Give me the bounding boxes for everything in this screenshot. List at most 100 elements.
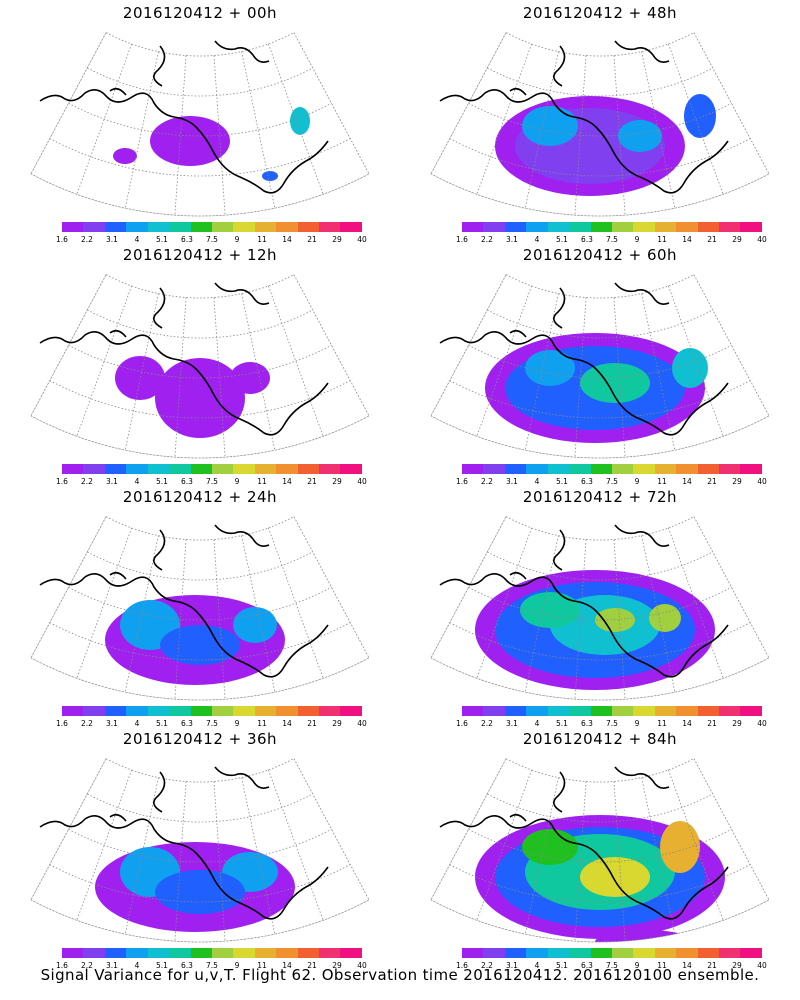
colorbar-tick-label: 1.6	[456, 477, 468, 486]
colorbar-labels: 1.6 2.2 3.1 4 5.1 6.3 7.5 9 11 14 21 29 40	[452, 961, 772, 971]
colorbar-tick-label: 3.1	[106, 719, 118, 728]
colorbar-swatch	[319, 948, 341, 958]
colorbar-swatch	[211, 948, 234, 958]
colorbar	[462, 222, 762, 232]
polar-map	[430, 758, 770, 943]
colorbar	[62, 464, 362, 474]
colorbar-labels: 1.6 2.2 3.1 4 5.1 6.3 7.5 9 11 14 21 29 40	[452, 719, 772, 729]
colorbar-swatch	[504, 948, 527, 958]
colorbar-tick-label: 9	[634, 235, 640, 244]
colorbar-swatch	[654, 464, 677, 474]
colorbar-tick-label: 9	[234, 961, 240, 970]
colorbar-labels: 1.6 2.2 3.1 4 5.1 6.3 7.5 9 11 14 21 29 40	[52, 477, 372, 487]
colorbar-swatch	[526, 706, 548, 716]
colorbar-tick-label: 21	[707, 719, 717, 728]
coastline	[439, 524, 729, 678]
variance-contour	[160, 625, 240, 665]
colorbar-swatch	[233, 948, 255, 958]
variance-contour	[684, 94, 716, 138]
colorbar-tick-label: 4	[134, 719, 140, 728]
colorbar-tick-label: 14	[282, 961, 292, 970]
colorbar-swatch	[169, 464, 191, 474]
colorbar-tick-label: 9	[634, 719, 640, 728]
colorbar-tick-label: 11	[657, 719, 667, 728]
colorbar-tick-label: 40	[357, 477, 367, 486]
colorbar-swatch	[569, 464, 591, 474]
colorbar-labels: 1.6 2.2 3.1 4 5.1 6.3 7.5 9 11 14 21 29 40	[52, 235, 372, 245]
map-panel: 2016120412 + 00h 1.6 2.2 3.1 4 5.1 6.3 7.5 9 11 14…	[0, 0, 400, 244]
variance-contour	[595, 608, 635, 632]
colorbar-tick-label: 7.5	[206, 477, 218, 486]
colorbar	[462, 464, 762, 474]
coastline	[439, 282, 729, 436]
colorbar-tick-label: 2.2	[81, 719, 93, 728]
colorbar-swatch	[676, 948, 698, 958]
colorbar-swatch	[62, 948, 84, 958]
colorbar-tick-label: 14	[682, 235, 692, 244]
colorbar-swatch	[276, 464, 298, 474]
colorbar-swatch	[104, 222, 127, 232]
colorbar-tick-label: 3.1	[506, 477, 518, 486]
colorbar-tick-label: 6.3	[181, 235, 193, 244]
colorbar-swatch	[462, 222, 484, 232]
colorbar-tick-label: 1.6	[456, 961, 468, 970]
colorbar-swatch	[569, 222, 591, 232]
colorbar-swatch	[297, 948, 320, 958]
map-panel: 2016120412 + 84h 1.6 2.2 3.1 4 5.1 6.3 7.5 9 11 14…	[400, 726, 800, 970]
map-panel: 2016120412 + 24h 1.6 2.2 3.1 4 5.1 6.3 7.5 9 11 14…	[0, 484, 400, 728]
colorbar-swatch	[340, 222, 362, 232]
polar-map	[430, 274, 770, 459]
colorbar-tick-label: 21	[307, 719, 317, 728]
colorbar-swatch	[590, 222, 612, 232]
variance-contour	[290, 107, 310, 135]
colorbar-tick-label: 21	[307, 961, 317, 970]
coastline	[439, 40, 729, 194]
colorbar-swatch	[654, 948, 677, 958]
colorbar-swatch	[126, 706, 148, 716]
colorbar-tick-label: 2.2	[481, 719, 493, 728]
colorbar	[62, 948, 362, 958]
colorbar-swatch	[169, 222, 191, 232]
colorbar-swatch	[504, 222, 527, 232]
colorbar-swatch	[526, 222, 548, 232]
colorbar-swatch	[697, 222, 720, 232]
variance-contour	[262, 171, 278, 181]
variance-contour	[520, 592, 580, 628]
graticule	[30, 274, 370, 459]
colorbar-tick-label: 1.6	[456, 235, 468, 244]
colorbar-swatch	[319, 222, 341, 232]
colorbar-tick-label: 9	[234, 477, 240, 486]
polar-map	[30, 32, 370, 217]
colorbar-tick-label: 11	[257, 961, 267, 970]
map-panel: 2016120412 + 36h 1.6 2.2 3.1 4 5.1 6.3 7.5 9 11 14…	[0, 726, 400, 970]
coastline	[39, 524, 329, 678]
colorbar-swatch	[169, 706, 191, 716]
colorbar-tick-label: 11	[257, 235, 267, 244]
variance-contour	[150, 116, 230, 166]
colorbar-tick-label: 7.5	[206, 719, 218, 728]
polar-map	[430, 516, 770, 701]
colorbar-swatch	[611, 464, 634, 474]
colorbar-tick-label: 21	[707, 477, 717, 486]
colorbar-tick-label: 11	[257, 719, 267, 728]
colorbar-tick-label: 5.1	[556, 961, 568, 970]
colorbar-swatch	[611, 222, 634, 232]
colorbar-tick-label: 29	[332, 719, 342, 728]
colorbar-swatch	[319, 706, 341, 716]
colorbar-swatch	[233, 464, 255, 474]
coastline	[39, 766, 329, 920]
colorbar-tick-label: 5.1	[156, 961, 168, 970]
colorbar-tick-label: 7.5	[206, 961, 218, 970]
colorbar-tick-label: 40	[757, 961, 767, 970]
colorbar-tick-label: 2.2	[481, 235, 493, 244]
map-panel: 2016120412 + 12h 1.6 2.2 3.1 4 5.1 6.3 7.5 9 11 14…	[0, 242, 400, 486]
coastline	[39, 40, 329, 194]
variance-contour	[230, 362, 270, 394]
panel-title: 2016120412 + 36h	[122, 730, 278, 748]
colorbar-tick-label: 6.3	[581, 235, 593, 244]
colorbar-tick-label: 6.3	[581, 477, 593, 486]
colorbar-tick-label: 6.3	[181, 719, 193, 728]
colorbar-tick-label: 21	[707, 235, 717, 244]
colorbar-swatch	[719, 706, 741, 716]
colorbar-swatch	[740, 464, 762, 474]
